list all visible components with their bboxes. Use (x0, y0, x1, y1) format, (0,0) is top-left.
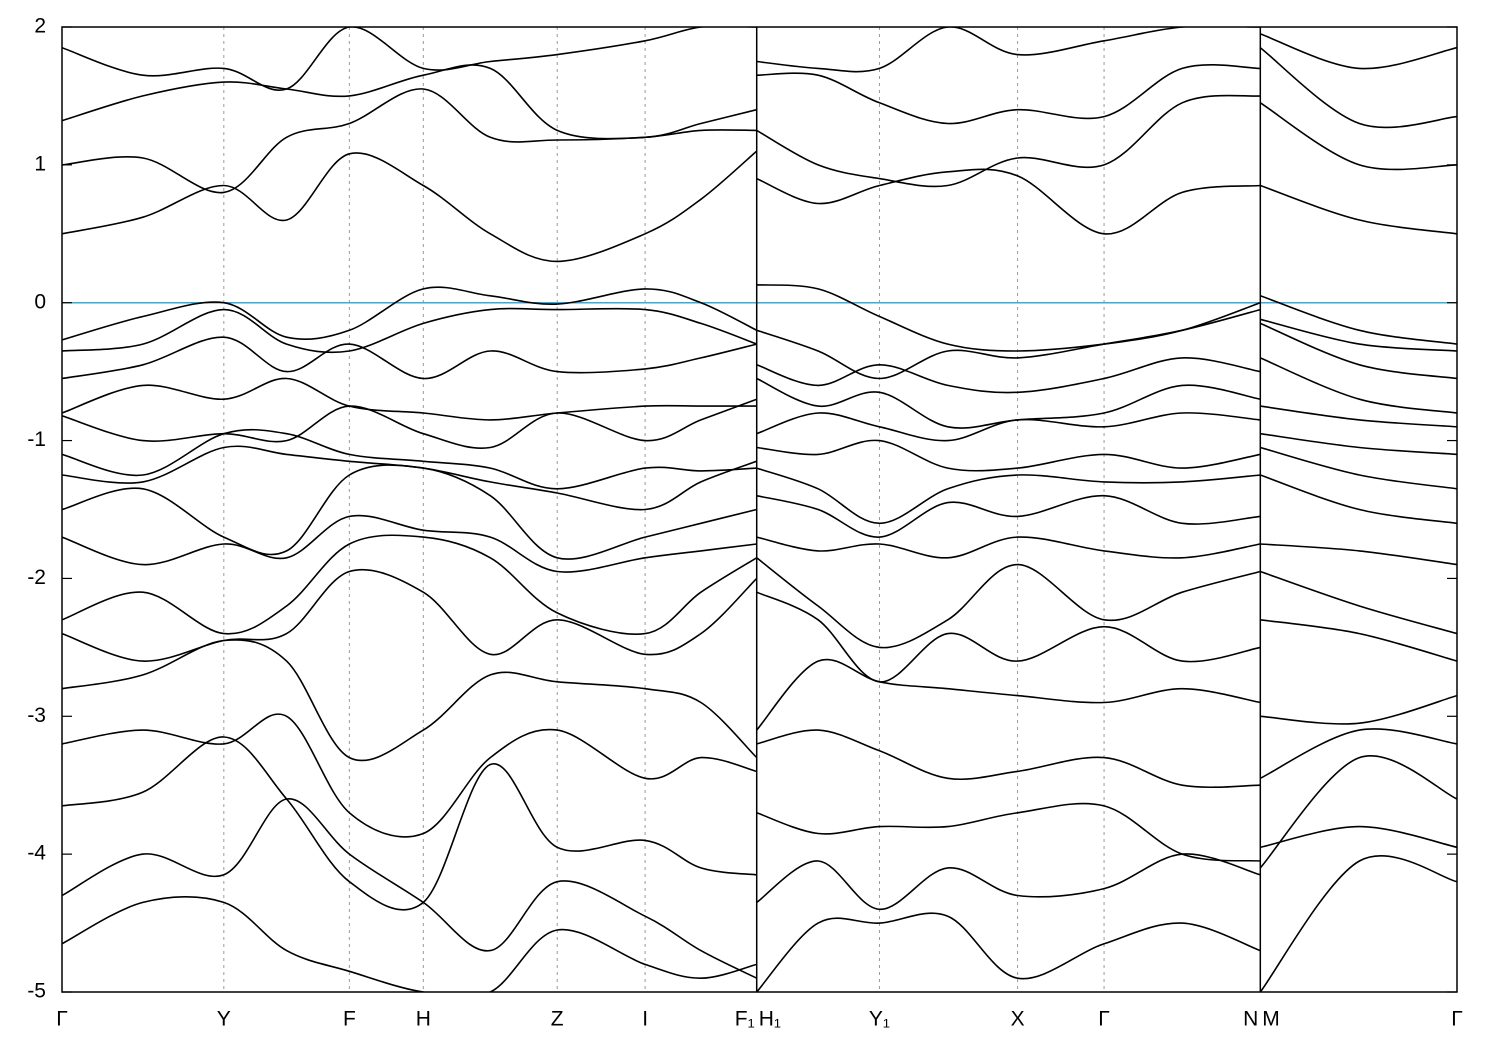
y-tick-label: -5 (27, 980, 46, 1003)
y-tick-label: 0 (34, 290, 46, 313)
y-tick-label: -1 (27, 428, 46, 451)
y-tick-label: 1 (34, 152, 46, 175)
band (62, 150, 1457, 263)
x-tick-label: Γ (56, 1008, 68, 1031)
band (62, 27, 1457, 91)
x-tick-label: Y (217, 1008, 231, 1031)
band (62, 464, 1457, 560)
band (62, 322, 1457, 394)
y-tick-label: -4 (27, 842, 46, 865)
band (62, 398, 1457, 449)
x-tick-label: X (1011, 1008, 1025, 1031)
band (62, 534, 1457, 649)
bands (62, 27, 1457, 992)
x-tick-label: I (642, 1008, 648, 1031)
x-tick-label: H₁ (759, 1008, 781, 1031)
x-tick-label: H (416, 1008, 431, 1031)
x-tick-label: M (1262, 1008, 1280, 1031)
x-tick-label: Γ (1451, 1008, 1463, 1031)
band (62, 357, 1457, 429)
y-tick-label: -3 (27, 704, 46, 727)
x-tick-label: Z (551, 1008, 564, 1031)
x-tick-label: Γ (1098, 1008, 1110, 1031)
y-tick-label: -2 (27, 566, 46, 589)
band (62, 514, 1457, 573)
band (62, 307, 1457, 380)
band (62, 713, 1457, 838)
grid-layer (62, 27, 1457, 992)
band (62, 47, 1457, 140)
axis-layer: -5 -4 -3 -2 -1 0 1 2 Γ Y F H Z I F₁ H₁ Y₁ X Γ N M Γ (27, 15, 1462, 1031)
x-tick-label: F₁ (735, 1008, 755, 1031)
band (62, 639, 1457, 762)
x-tick-label: Y₁ (869, 1008, 890, 1031)
x-tick-label: N (1243, 1008, 1258, 1031)
x-tick-label: F (343, 1008, 356, 1031)
y-tick-label: 2 (34, 15, 46, 38)
band (62, 428, 1457, 490)
band (62, 798, 1457, 979)
plot-frame (61, 26, 1458, 993)
